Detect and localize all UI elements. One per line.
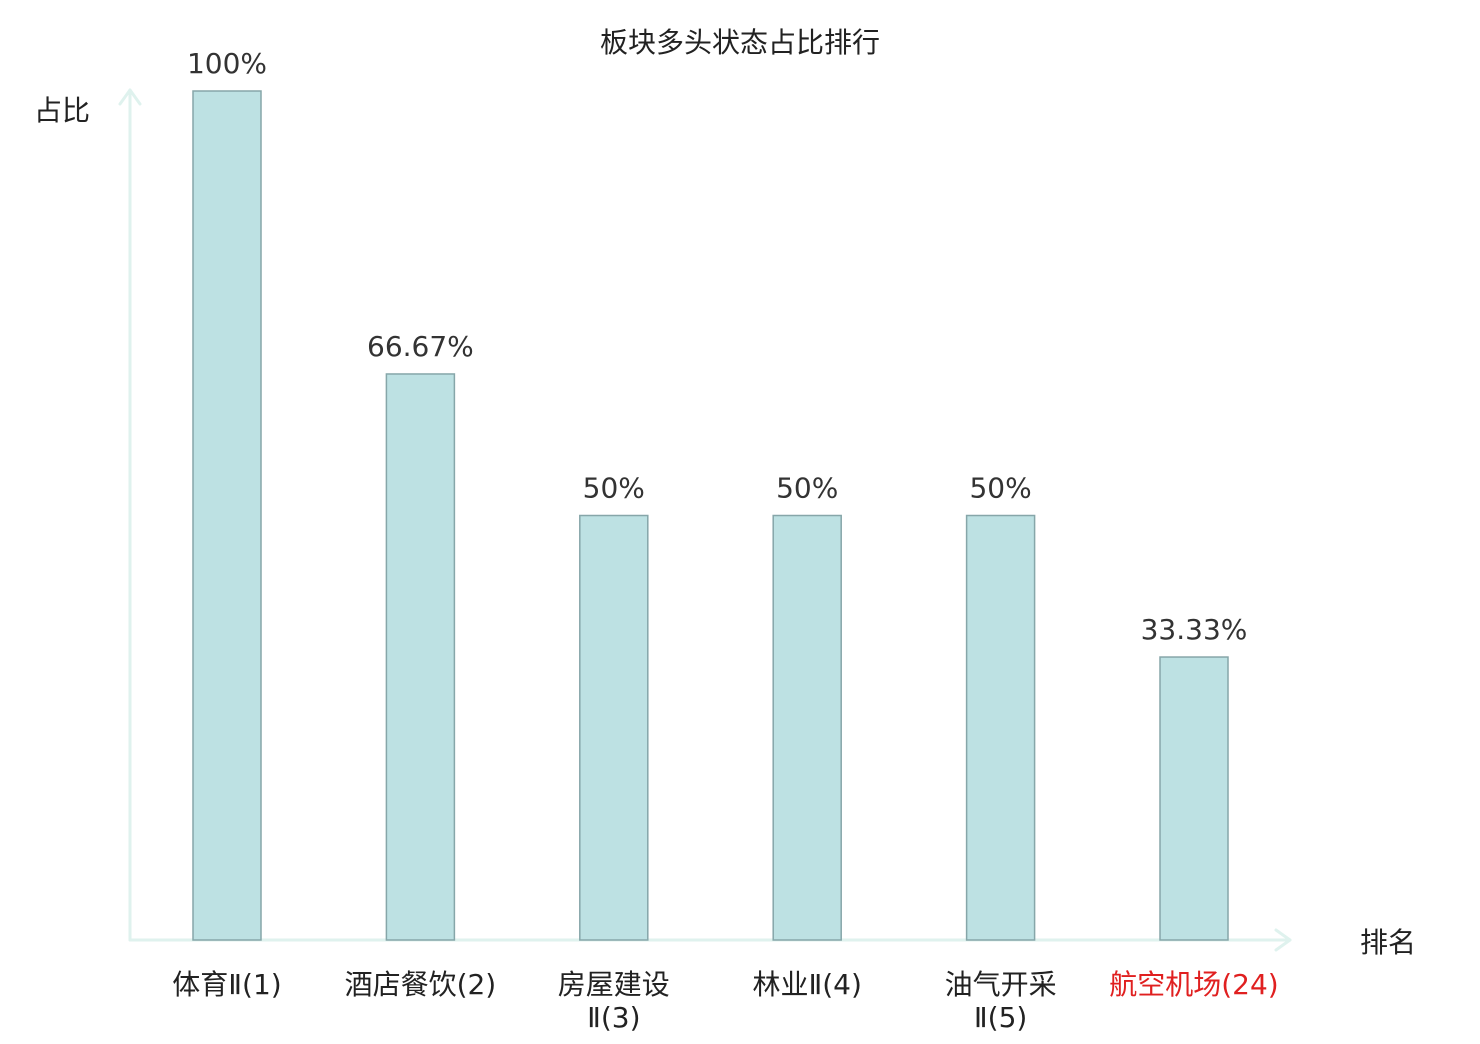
bar	[385, 373, 456, 941]
bar	[1159, 656, 1229, 941]
value-label: 66.67%	[367, 330, 474, 363]
value-label: 50%	[776, 472, 838, 505]
y-axis-label: 占比	[34, 94, 90, 127]
category-label: 房屋建设 Ⅱ(3)	[558, 968, 670, 1034]
category-label: 酒店餐饮(2)	[345, 968, 497, 1001]
category-label: 林业Ⅱ(4)	[752, 968, 861, 1001]
category-label: 体育Ⅱ(1)	[172, 968, 281, 1001]
x-axis-label: 排名	[1360, 926, 1416, 959]
bar	[192, 90, 262, 941]
bar	[965, 514, 1036, 941]
chart-title: 板块多头状态占比排行	[600, 26, 880, 59]
value-label: 50%	[969, 472, 1031, 505]
category-label: 油气开采 Ⅱ(5)	[945, 968, 1057, 1034]
axes	[118, 88, 1292, 952]
value-labels-group: 100% 66.67% 50% 50% 50% 33.33%	[187, 47, 1247, 646]
value-label: 33.33%	[1141, 613, 1248, 646]
value-label: 50%	[583, 472, 645, 505]
bar	[579, 514, 649, 941]
category-labels-group: 体育Ⅱ(1) 酒店餐饮(2) 房屋建设 Ⅱ(3) 林业Ⅱ(4) 油气开采 Ⅱ(5) 航空机场(…	[172, 968, 1278, 1034]
value-label: 100%	[187, 47, 267, 80]
bar	[772, 514, 842, 941]
y-axis-arrow	[118, 88, 142, 106]
bars-group	[192, 90, 1229, 941]
category-label: 航空机场(24)	[1109, 968, 1278, 1001]
x-axis-arrow	[1274, 928, 1292, 952]
